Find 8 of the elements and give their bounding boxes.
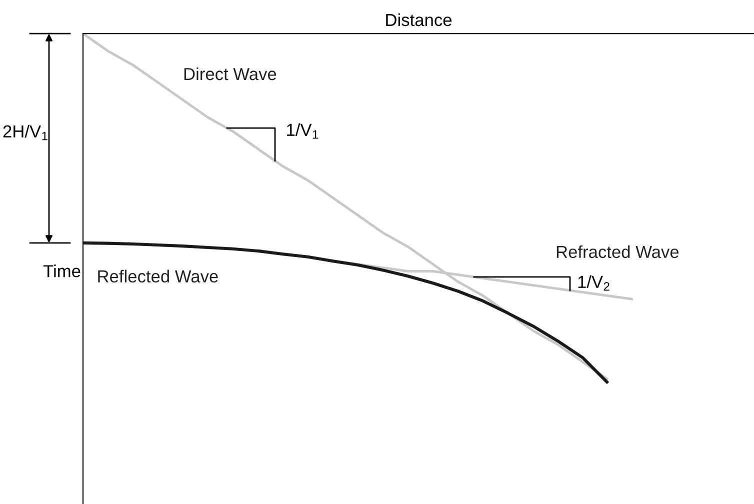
series-label: Reflected Wave [98, 270, 218, 283]
text: 2H/V$_{1}$ [3, 124, 48, 140]
y-axis-title: Time [43, 264, 80, 278]
series-label: Direct Wave [184, 67, 276, 80]
annotation: 1/V$_{1}$ [287, 123, 318, 139]
annotation: 1/V$_{2}$ [578, 275, 610, 291]
x-axis-title: Distance [386, 13, 452, 26]
series-label: Refracted Wave [556, 245, 679, 258]
